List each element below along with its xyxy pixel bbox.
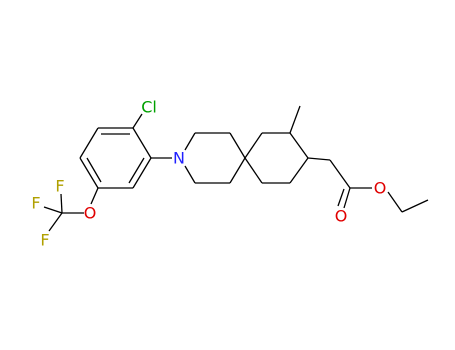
atom-label: Cl	[141, 98, 157, 117]
atom-labels: Cl N O F F F O O	[31, 98, 386, 250]
atom-label: F	[55, 177, 64, 196]
atom-label: F	[40, 231, 49, 250]
atom-label: O	[374, 179, 387, 198]
bonds	[43, 105, 429, 232]
atom-label: F	[31, 194, 40, 213]
atom-label: O	[335, 207, 348, 226]
atom-label: N	[173, 149, 185, 168]
atom-label: O	[84, 204, 97, 223]
